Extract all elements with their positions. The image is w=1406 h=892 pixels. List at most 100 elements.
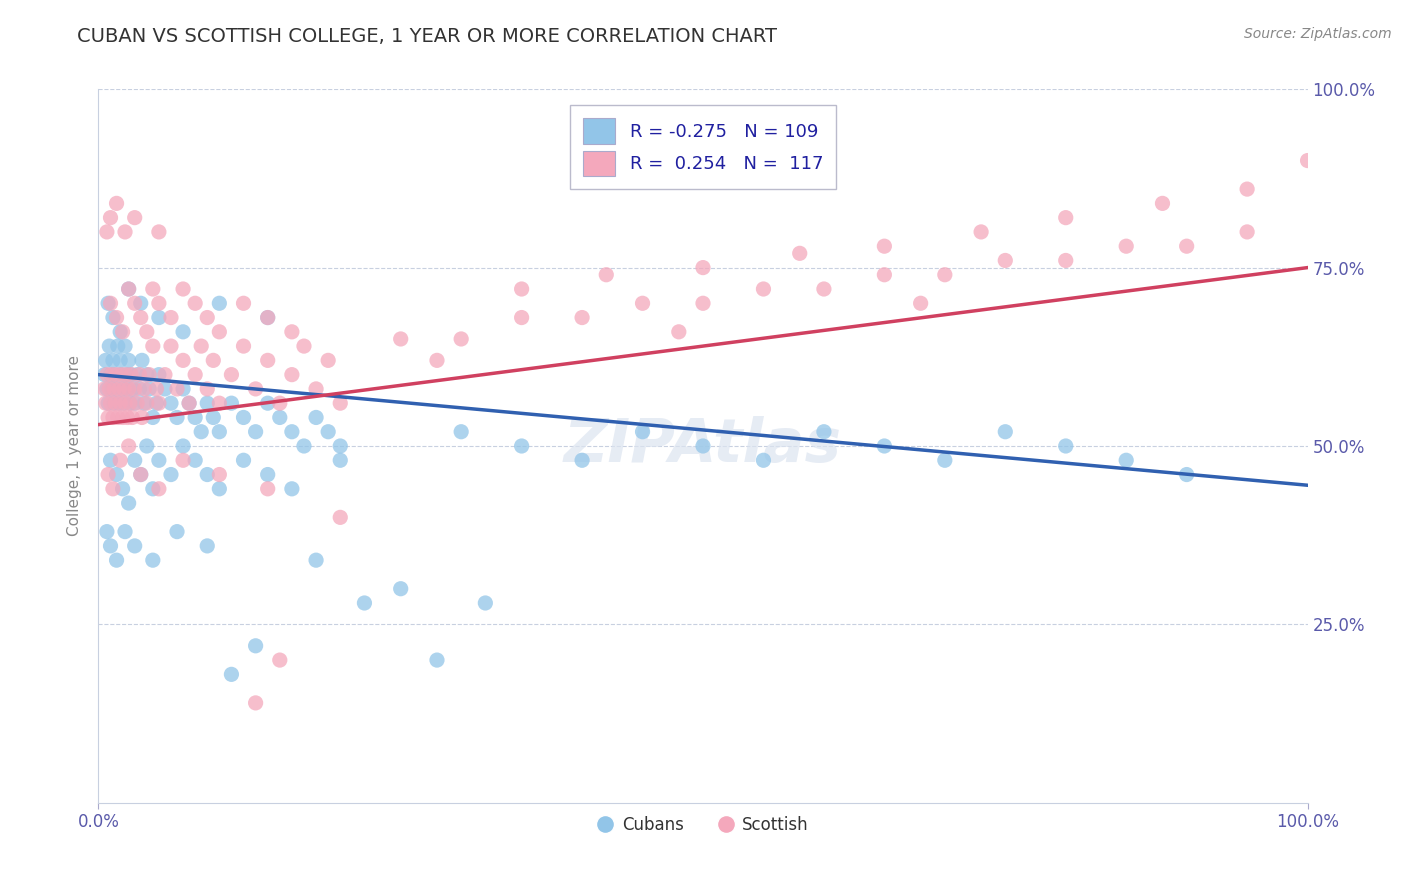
- Point: [172, 282, 194, 296]
- Point: [160, 396, 183, 410]
- Point: [118, 282, 141, 296]
- Point: [1296, 153, 1319, 168]
- Point: [353, 596, 375, 610]
- Point: [145, 396, 167, 410]
- Point: [1152, 196, 1174, 211]
- Point: [281, 368, 304, 382]
- Point: [121, 382, 143, 396]
- Point: [172, 325, 194, 339]
- Point: [148, 310, 170, 325]
- Point: [934, 268, 956, 282]
- Point: [329, 510, 352, 524]
- Point: [100, 539, 122, 553]
- Point: [426, 653, 449, 667]
- Point: [97, 410, 120, 425]
- Point: [1236, 225, 1258, 239]
- Point: [571, 310, 593, 325]
- Point: [98, 382, 121, 396]
- Point: [100, 382, 122, 396]
- Point: [256, 467, 278, 482]
- Point: [124, 396, 146, 410]
- Point: [160, 310, 183, 325]
- Point: [256, 310, 278, 325]
- Point: [752, 453, 775, 467]
- Point: [221, 396, 243, 410]
- Point: [595, 268, 617, 282]
- Point: [245, 696, 267, 710]
- Point: [221, 368, 243, 382]
- Point: [108, 396, 131, 410]
- Point: [232, 339, 254, 353]
- Point: [118, 282, 141, 296]
- Point: [129, 296, 152, 310]
- Point: [148, 453, 170, 467]
- Point: [111, 382, 134, 396]
- Point: [104, 368, 127, 382]
- Point: [110, 368, 132, 382]
- Point: [134, 382, 156, 396]
- Point: [305, 382, 328, 396]
- Point: [121, 410, 143, 425]
- Point: [101, 482, 124, 496]
- Point: [1115, 239, 1137, 253]
- Point: [118, 396, 141, 410]
- Point: [166, 382, 188, 396]
- Point: [142, 410, 165, 425]
- Point: [934, 453, 956, 467]
- Point: [160, 339, 183, 353]
- Point: [692, 260, 714, 275]
- Legend: Cubans, Scottish: Cubans, Scottish: [591, 810, 815, 841]
- Point: [112, 382, 135, 396]
- Point: [108, 453, 131, 467]
- Point: [631, 425, 654, 439]
- Point: [172, 382, 194, 396]
- Point: [124, 296, 146, 310]
- Point: [138, 382, 160, 396]
- Point: [510, 310, 533, 325]
- Point: [129, 467, 152, 482]
- Point: [1175, 467, 1198, 482]
- Point: [118, 439, 141, 453]
- Point: [202, 353, 225, 368]
- Point: [96, 382, 118, 396]
- Point: [118, 396, 141, 410]
- Point: [111, 410, 134, 425]
- Point: [474, 596, 496, 610]
- Text: Source: ZipAtlas.com: Source: ZipAtlas.com: [1244, 27, 1392, 41]
- Point: [1054, 253, 1077, 268]
- Point: [96, 368, 118, 382]
- Point: [305, 410, 328, 425]
- Point: [910, 296, 932, 310]
- Point: [118, 353, 141, 368]
- Point: [316, 425, 339, 439]
- Point: [124, 453, 146, 467]
- Point: [184, 368, 207, 382]
- Point: [510, 439, 533, 453]
- Point: [110, 368, 132, 382]
- Point: [450, 425, 472, 439]
- Point: [631, 296, 654, 310]
- Point: [101, 410, 124, 425]
- Point: [127, 368, 149, 382]
- Point: [114, 524, 136, 539]
- Point: [813, 425, 835, 439]
- Point: [1236, 182, 1258, 196]
- Point: [1054, 439, 1077, 453]
- Point: [873, 439, 896, 453]
- Point: [108, 325, 131, 339]
- Point: [98, 339, 121, 353]
- Point: [221, 667, 243, 681]
- Point: [148, 225, 170, 239]
- Point: [232, 410, 254, 425]
- Point: [190, 425, 212, 439]
- Text: ZIPAtlas: ZIPAtlas: [564, 417, 842, 475]
- Point: [195, 467, 218, 482]
- Point: [208, 425, 231, 439]
- Point: [160, 467, 183, 482]
- Point: [105, 553, 128, 567]
- Text: CUBAN VS SCOTTISH COLLEGE, 1 YEAR OR MORE CORRELATION CHART: CUBAN VS SCOTTISH COLLEGE, 1 YEAR OR MOR…: [77, 27, 778, 45]
- Point: [129, 310, 152, 325]
- Point: [97, 467, 120, 482]
- Point: [107, 410, 129, 425]
- Point: [510, 282, 533, 296]
